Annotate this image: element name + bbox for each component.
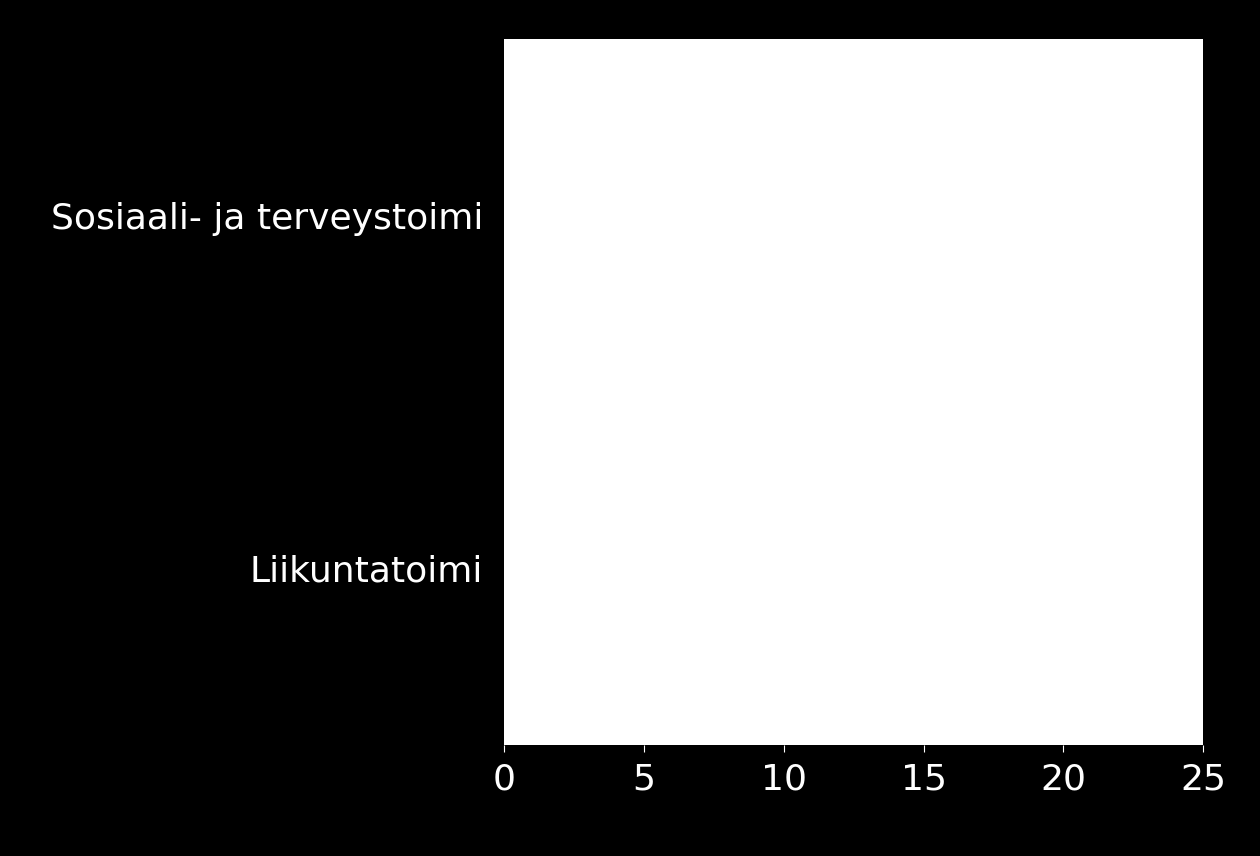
Bar xyxy=(504,454,1203,683)
Bar xyxy=(504,100,1203,330)
